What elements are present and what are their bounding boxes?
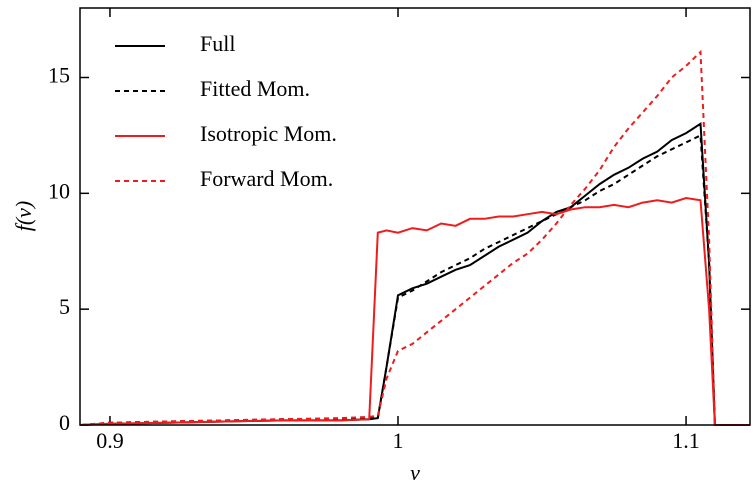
data-line — [81, 133, 750, 426]
x-tick-label: 1 — [393, 428, 404, 453]
legend-label: Isotropic Mom. — [200, 121, 337, 146]
y-tick-label: 15 — [48, 63, 70, 88]
y-tick-label: 10 — [48, 178, 70, 203]
data-line — [81, 49, 750, 426]
x-tick-label: 0.9 — [96, 428, 124, 453]
y-axis-label: f(ν) — [11, 201, 36, 232]
x-axis-label: ν — [410, 460, 420, 485]
y-tick-label: 5 — [59, 294, 70, 319]
legend-label: Forward Mom. — [200, 166, 333, 191]
legend-label: Full — [200, 31, 235, 56]
legend-label: Fitted Mom. — [200, 76, 310, 101]
x-tick-label: 1.1 — [672, 428, 700, 453]
data-line — [81, 196, 750, 426]
plot-frame — [79, 7, 751, 426]
data-line — [81, 122, 750, 426]
y-tick-label: 0 — [59, 410, 70, 435]
